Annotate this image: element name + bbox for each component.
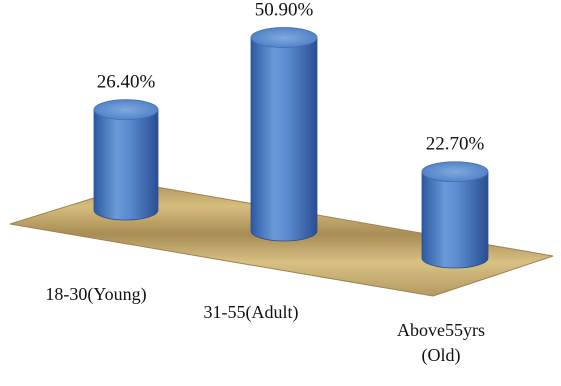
bar-top: [93, 99, 159, 121]
bar-1: [93, 99, 159, 221]
bar-top: [421, 161, 489, 183]
category-label: 18-30(Young): [45, 284, 146, 305]
data-label: 50.90%: [255, 0, 314, 21]
bar-body: [250, 37, 318, 242]
data-label: 26.40%: [97, 72, 156, 93]
data-label: 22.70%: [426, 134, 485, 155]
category-label: Above55yrs: [397, 320, 485, 340]
bars-layer: [93, 27, 489, 269]
category-label: (Old): [422, 345, 461, 366]
bar-top: [250, 27, 318, 48]
bar-body: [93, 109, 159, 221]
bar-3: [421, 161, 489, 269]
bar-body: [421, 171, 489, 269]
bar-2: [250, 27, 318, 242]
category-label: 31-55(Adult): [204, 302, 299, 323]
labels-layer: 26.40% 18-30(Young) 50.90% 31-55(Adult) 22.7…: [45, 0, 485, 366]
